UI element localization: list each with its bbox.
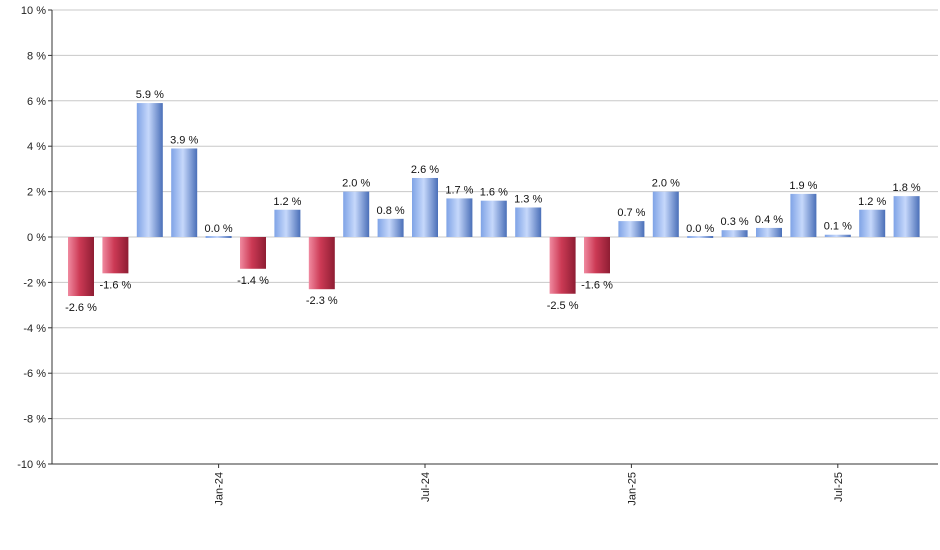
y-tick-label: -8 % <box>23 414 46 426</box>
data-label: 1.7 % <box>445 184 473 196</box>
y-tick-label: 8 % <box>27 50 46 62</box>
bar <box>893 196 920 237</box>
data-label: 2.0 % <box>342 178 370 190</box>
data-label: 1.2 % <box>858 196 886 208</box>
data-label: 0.3 % <box>721 216 749 228</box>
y-tick-label: 6 % <box>27 96 46 108</box>
bar <box>584 237 610 274</box>
bar <box>756 227 782 237</box>
bar <box>480 200 507 237</box>
data-label: 1.3 % <box>514 193 542 205</box>
data-label: 2.6 % <box>411 164 439 176</box>
bar <box>205 236 232 238</box>
bar <box>721 230 748 237</box>
data-label: -1.4 % <box>237 275 269 287</box>
x-tick-label: Jan-24 <box>214 472 226 506</box>
data-label: 0.4 % <box>755 214 783 226</box>
bar <box>790 193 817 237</box>
data-label: 0.1 % <box>824 221 852 233</box>
x-tick-label: Jul-25 <box>833 472 845 502</box>
y-tick-label: 0 % <box>27 232 46 244</box>
bar <box>687 236 714 238</box>
bar <box>618 221 645 237</box>
bar <box>308 237 335 290</box>
data-label: 3.9 % <box>170 134 198 146</box>
y-tick-label: 10 % <box>21 5 46 17</box>
bar <box>824 234 851 237</box>
bar <box>549 237 576 294</box>
bar <box>102 237 129 274</box>
data-labels: -2.6 %-1.6 %5.9 %3.9 %0.0 %-1.4 %1.2 %-2… <box>65 89 921 314</box>
data-label: -2.6 % <box>65 302 97 314</box>
x-tick-label: Jul-24 <box>420 472 432 502</box>
bar <box>240 237 266 269</box>
data-label: 0.7 % <box>617 207 645 219</box>
axes <box>51 10 938 465</box>
bar <box>652 191 679 237</box>
bar <box>377 218 404 237</box>
bar <box>412 177 438 237</box>
data-label: 1.9 % <box>789 180 817 192</box>
data-label: -1.6 % <box>100 279 132 291</box>
data-label: 0.0 % <box>205 223 233 235</box>
y-tick-label: 4 % <box>27 141 46 153</box>
data-label: 0.8 % <box>377 205 405 217</box>
bar <box>515 207 542 237</box>
data-label: 5.9 % <box>136 89 164 101</box>
data-label: 2.0 % <box>652 178 680 190</box>
bar <box>136 103 163 237</box>
bar <box>171 148 198 237</box>
bar <box>446 198 473 237</box>
data-label: 0.0 % <box>686 223 714 235</box>
x-tick-label: Jan-25 <box>626 472 638 506</box>
data-label: -2.3 % <box>306 295 338 307</box>
y-tick-label: -4 % <box>23 323 46 335</box>
data-label: 1.6 % <box>480 187 508 199</box>
bar <box>274 209 301 237</box>
data-label: 1.8 % <box>893 182 921 194</box>
data-label: -1.6 % <box>581 279 613 291</box>
y-tick-label: 2 % <box>27 187 46 199</box>
y-tick-label: -2 % <box>23 277 46 289</box>
data-label: 1.2 % <box>273 196 301 208</box>
bar <box>859 209 886 237</box>
y-tick-label: -10 % <box>17 459 46 471</box>
x-axis-ticks: Jan-24 Jul-24 Jan-25 Jul-25 <box>214 464 845 506</box>
bar <box>68 237 94 297</box>
y-axis-ticks: 10 % 8 % 6 % 4 % 2 % 0 % -2 % -4 % -6 % -8 % -10 % <box>17 5 52 471</box>
bars <box>68 103 920 297</box>
bar <box>343 191 370 237</box>
data-label: -2.5 % <box>547 300 579 312</box>
y-tick-label: -6 % <box>23 368 46 380</box>
